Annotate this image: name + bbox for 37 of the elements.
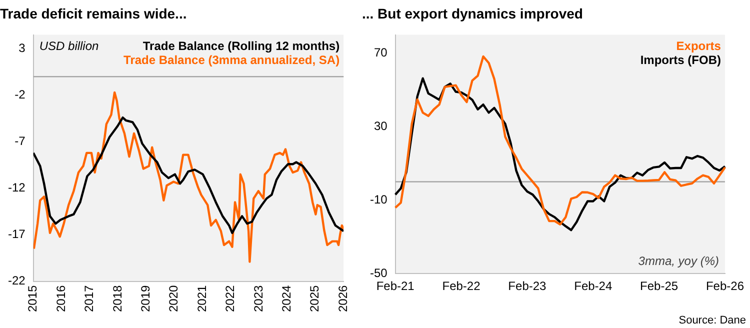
x-tick-label: 2022 — [223, 284, 238, 312]
chart-title: ... But export dynamics improved — [362, 5, 583, 22]
x-tick-label: 2018 — [110, 284, 124, 312]
y-tick-label: -10 — [370, 192, 388, 206]
y-tick-label: -50 — [370, 266, 388, 280]
y-tick-label: 3 — [18, 41, 26, 56]
y-tick-label: 70 — [374, 45, 388, 60]
x-tick-label: Feb-24 — [574, 279, 612, 294]
annotation: USD billion — [39, 39, 100, 54]
chart-title: Trade deficit remains wide... — [0, 5, 187, 22]
annotation: 3mma, yoy (%) — [638, 254, 719, 268]
x-tick-label: Feb-22 — [442, 279, 481, 294]
text: Imports (FOB) — [640, 53, 721, 68]
text: Trade Balance (3mma annualized, SA) — [124, 53, 340, 68]
x-tick-label: Feb-26 — [706, 279, 744, 294]
x-tick-label: 2019 — [138, 284, 152, 312]
y-tick-label: -2 — [14, 88, 26, 102]
y-tick-label: 30 — [374, 118, 388, 133]
y-tick-label: -22 — [8, 274, 26, 288]
x-tick-label: 2021 — [194, 284, 209, 312]
x-tick-label: 2020 — [166, 284, 181, 312]
x-tick-label: 2016 — [54, 284, 68, 312]
x-tick-label: 2017 — [82, 284, 96, 312]
text: Exports — [676, 39, 722, 54]
text: Trade Balance (Rolling 12 months) — [142, 39, 340, 54]
y-tick-label: -12 — [8, 180, 26, 195]
x-tick-label: 2025 — [308, 284, 322, 312]
y-tick-label: -7 — [14, 134, 26, 148]
source-note: Source: Dane — [678, 314, 746, 327]
x-tick-label: 2024 — [280, 284, 294, 312]
x-tick-label: 2023 — [251, 284, 266, 312]
x-tick-label: Feb-25 — [640, 279, 678, 294]
x-tick-label: 2015 — [26, 284, 40, 312]
x-tick-label: Feb-23 — [508, 279, 547, 294]
x-tick-label: 2026 — [336, 284, 350, 312]
y-tick-label: -17 — [8, 227, 26, 242]
x-tick-label: Feb-21 — [376, 279, 415, 294]
